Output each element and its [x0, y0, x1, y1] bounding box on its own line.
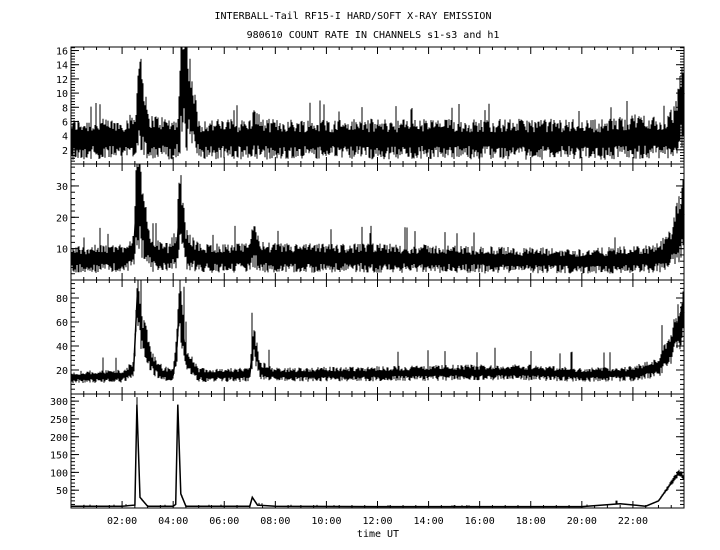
chart-subtitle: 980610 COUNT RATE IN CHANNELS s1-s3 and … — [247, 30, 500, 41]
panel-1-series-line — [71, 71, 685, 140]
x-tick-label: 08:00 — [260, 516, 290, 527]
panel-4-ytick-label: 300 — [50, 397, 68, 408]
panels-group: 2 4 6 8 10 12 14 16 10 20 30 20 40 60 80 50 100 150 200 250… — [50, 46, 685, 509]
panel-4-series-line — [71, 404, 685, 508]
panel-1-noise-envelope — [71, 47, 684, 160]
panel-2-ytick-label: 10 — [56, 245, 68, 256]
x-tick-label: 22:00 — [618, 516, 648, 527]
panel-4-ytick-label: 200 — [50, 433, 68, 444]
panel-1: 2 4 6 8 10 12 14 16 — [56, 46, 685, 165]
panel-3-ytick-label: 60 — [56, 318, 68, 329]
panel-3: 20 40 60 80 — [56, 279, 685, 395]
panel-4-ytick-label: 150 — [50, 451, 68, 462]
panel-4-noise-envelope — [71, 397, 684, 507]
x-tick-label: 10:00 — [311, 516, 341, 527]
panel-1-ytick-label: 8 — [62, 103, 68, 114]
panel-2-series-line — [70, 185, 685, 262]
panel-3-series-line — [70, 293, 685, 378]
panel-3-ytick-label: 80 — [56, 294, 68, 305]
panel-4-ytick-label: 100 — [50, 468, 68, 479]
panel-2-ytick-label: 30 — [56, 182, 68, 193]
x-tick-label: 14:00 — [414, 516, 444, 527]
panel-1-ytick-label: 12 — [56, 75, 68, 86]
panel-1-ytick-label: 14 — [56, 61, 68, 72]
panel-3-ytick-label: 20 — [56, 366, 68, 377]
panel-4: 50 100 150 200 250 300 — [50, 393, 685, 509]
x-tick-label: 20:00 — [567, 516, 597, 527]
x-tick-label: 12:00 — [362, 516, 392, 527]
x-tick-label: 16:00 — [465, 516, 495, 527]
panel-2: 10 20 30 — [56, 163, 685, 281]
chart-title: INTERBALL-Tail RF15-I HARD/SOFT X-RAY EM… — [215, 11, 492, 22]
panel-1-ytick-label: 2 — [62, 146, 68, 157]
x-tick-label: 04:00 — [158, 516, 188, 527]
panel-1-ytick-label: 10 — [56, 89, 68, 100]
panel-1-ytick-label: 6 — [62, 117, 68, 128]
x-axis: 02:00 04:00 06:00 08:00 10:00 12:00 14:00 16:00… — [107, 516, 648, 527]
x-axis-label: time UT — [357, 529, 399, 540]
panel-1-ytick-label: 16 — [56, 47, 68, 58]
panel-2-ytick-label: 20 — [56, 213, 68, 224]
panel-4-frame — [70, 393, 685, 509]
x-tick-label: 18:00 — [516, 516, 546, 527]
panel-4-ytick-label: 50 — [56, 486, 68, 497]
panel-4-ytick-label: 250 — [50, 415, 68, 426]
panel-3-noise-envelope — [71, 280, 684, 384]
x-tick-label: 02:00 — [107, 516, 137, 527]
x-tick-label: 06:00 — [209, 516, 239, 527]
panel-1-ytick-label: 4 — [62, 132, 68, 143]
panel-3-ytick-label: 40 — [56, 342, 68, 353]
